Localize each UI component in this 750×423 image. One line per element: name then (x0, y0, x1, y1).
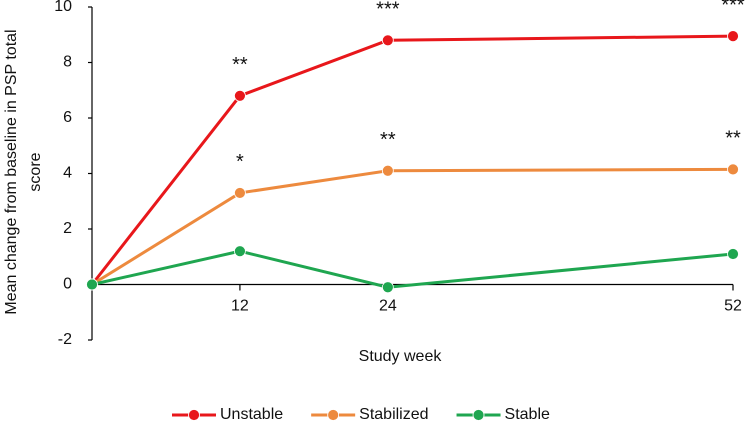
significance-label: ** (380, 129, 396, 151)
legend-label: Stabilized (359, 406, 428, 423)
y-tick-label: 0 (63, 276, 72, 293)
y-axis-label: Mean change from baseline in PSP total s… (3, 29, 44, 314)
y-tick-label: 2 (63, 220, 72, 237)
y-tick-label: -2 (58, 331, 72, 348)
x-tick-label: 12 (231, 298, 249, 315)
x-tick-label: 52 (724, 298, 742, 315)
y-tick-label: 10 (54, 0, 72, 15)
series-line (90, 34, 734, 286)
marker (234, 245, 246, 258)
marker (381, 34, 394, 47)
marker (234, 89, 246, 102)
marker (86, 278, 98, 291)
marker (234, 187, 246, 199)
legend-marker (188, 409, 200, 421)
significance-label: * (236, 151, 244, 173)
x-tick-label: 24 (379, 298, 397, 315)
significance-label: ** (232, 54, 248, 76)
legend-marker (472, 409, 485, 421)
marker (381, 281, 394, 294)
y-tick-label: 8 (63, 54, 72, 71)
y-axis-label-line: Mean change from baseline in PSP total (3, 29, 20, 314)
series-line (91, 167, 734, 286)
legend-label: Unstable (220, 406, 283, 423)
y-tick-label: 6 (63, 109, 72, 126)
y-tick-label: 4 (63, 165, 72, 182)
x-axis-label: Study week (359, 348, 443, 365)
marker (727, 248, 739, 260)
marker (727, 163, 739, 176)
significance-label: *** (721, 0, 745, 16)
legend-label: Stable (505, 406, 550, 423)
significance-label: ** (725, 128, 741, 150)
significance-label: *** (376, 0, 400, 21)
y-axis-label-line: score (27, 152, 44, 191)
legend-marker (327, 409, 340, 421)
marker (381, 164, 394, 177)
series-line (91, 249, 734, 289)
marker (727, 30, 739, 43)
